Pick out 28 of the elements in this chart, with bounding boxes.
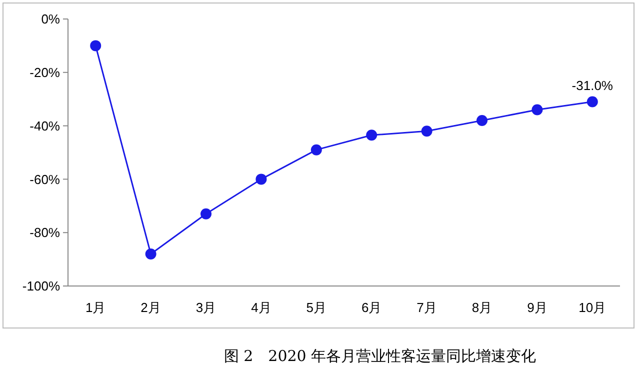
point [256, 174, 267, 185]
x-tick-label: 6月 [361, 300, 382, 315]
caption: 图 2 2020 年各月营业性客运量同比增速变化 [224, 347, 536, 365]
point [90, 40, 102, 52]
x-tick-label: 1月 [85, 300, 106, 315]
annotation: -31.0% [572, 78, 614, 93]
y-tick-label: -60% [30, 172, 60, 187]
point [532, 104, 543, 116]
point [586, 96, 598, 108]
y-tick-label: -80% [30, 225, 60, 240]
y-tick-label: -100% [22, 278, 60, 294]
x-tick-label: 7月 [416, 300, 437, 315]
y-tick-label: 0% [41, 12, 60, 27]
point [200, 208, 212, 220]
x-tick-label: 4月 [251, 300, 272, 315]
point [145, 248, 156, 260]
y-tick-label: -20% [30, 64, 60, 80]
point [421, 126, 432, 137]
x-tick-label: 3月 [196, 300, 216, 315]
x-tick-label: 10月 [578, 300, 606, 315]
point [366, 130, 378, 141]
point [476, 114, 488, 126]
point [310, 144, 322, 156]
x-tick-label: 9月 [527, 300, 548, 315]
y-tick-label: -40% [30, 118, 60, 134]
x-tick-label: 5月 [306, 300, 327, 315]
x-tick-label: 8月 [472, 300, 492, 315]
x-tick-label: 2月 [140, 300, 161, 315]
